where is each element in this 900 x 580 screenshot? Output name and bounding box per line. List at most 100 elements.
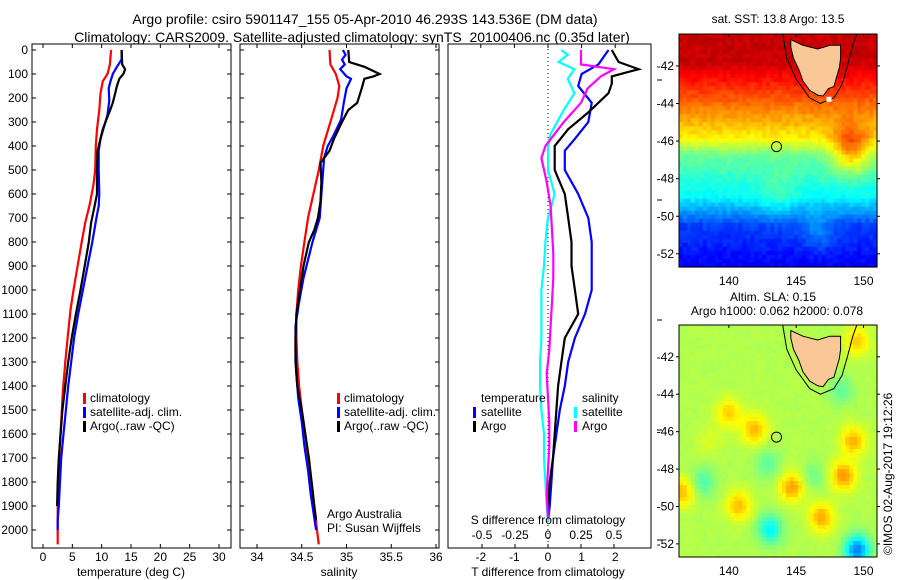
map-cell [829,409,835,414]
map-cell [722,461,728,466]
salinity-tick-label: 35.5 [380,550,404,564]
map-cell [825,38,831,43]
map-cell [690,114,696,119]
map-cell [789,262,795,268]
map-cell [853,429,858,434]
map-cell [813,234,819,240]
map-cell [778,329,783,334]
map-cell [865,445,870,450]
map-cell [694,449,700,454]
map-cell [734,457,739,462]
map-cell [690,329,696,334]
map-cell [833,437,838,442]
map-cell [789,158,795,164]
map-cell [730,389,736,394]
map-cell [750,429,755,434]
map-cell [766,329,771,334]
map-cell [742,214,747,220]
map-cell [758,66,763,71]
map-cell [841,194,846,200]
map-cell [770,50,775,55]
map-cell [801,202,807,208]
map-cell [770,230,775,236]
map-cell [841,106,846,111]
map-cell [762,146,767,152]
map-cell [726,194,732,200]
map-cell [754,190,759,196]
map-cell [750,365,755,370]
map-cell [694,70,700,75]
map-cell [698,146,704,152]
map-cell [762,449,767,454]
map-cell [861,365,866,370]
map-cell [841,102,846,107]
map-cell [758,86,763,91]
map-cell [742,38,747,43]
map-cell [734,54,739,59]
map-cell [694,453,700,458]
map-cell [738,329,743,334]
t-diff-tick-labels: -2 -1 0 1 2 [475,550,618,564]
map-cell [694,138,700,144]
map-cell [730,42,736,47]
map-cell [730,333,736,338]
map-cell [758,62,763,67]
map-cell [781,146,787,152]
map-cell [873,453,878,458]
map-cell [849,262,854,268]
map-cell [781,66,787,71]
map-cell [801,142,807,148]
map-cell [679,341,684,346]
map-cell [702,114,708,119]
map-cell [679,162,684,168]
map-cell [750,186,755,192]
map-cell [734,377,739,382]
map-cell [698,441,704,446]
map-cell [698,234,704,240]
map-cell [801,230,807,236]
map-cell [758,226,763,232]
map-cell [865,178,870,184]
map-cell [686,158,692,164]
map-cell [778,42,783,47]
map-cell [817,170,823,176]
map-cell [742,54,747,59]
map-cell [857,182,862,188]
map-cell [722,250,728,256]
map-cell [726,254,732,260]
map-cell [797,242,803,248]
map-cell [714,421,720,426]
map-cell [686,361,692,366]
map-cell [778,50,783,55]
map-cell [746,437,751,442]
legend-header-temperature: temperature [481,391,546,405]
map-cell [857,401,862,406]
map-cell [837,449,842,454]
map-cell [770,162,775,168]
map-cell [841,210,846,216]
map-cell [829,329,835,334]
map-cell [869,258,874,264]
map-cell [809,457,815,462]
map-cell [718,238,724,244]
map-cell [869,357,874,362]
map-cell [710,357,716,362]
map-cell [738,230,743,236]
map-cell [718,206,724,212]
map-cell [758,222,763,228]
map-cell [770,337,775,342]
map-cell [778,86,783,91]
map-cell [778,457,783,462]
map-cell [793,122,799,127]
map-cell [853,94,858,99]
map-cell [821,98,827,103]
map-cell [857,465,862,470]
map-cell [805,118,811,123]
map-cell [861,214,866,220]
map-cell [742,62,747,67]
map-cell [778,425,783,430]
map-cell [702,234,708,240]
map-cell [706,441,712,446]
map-cell [698,138,704,144]
map-cell [821,142,827,148]
